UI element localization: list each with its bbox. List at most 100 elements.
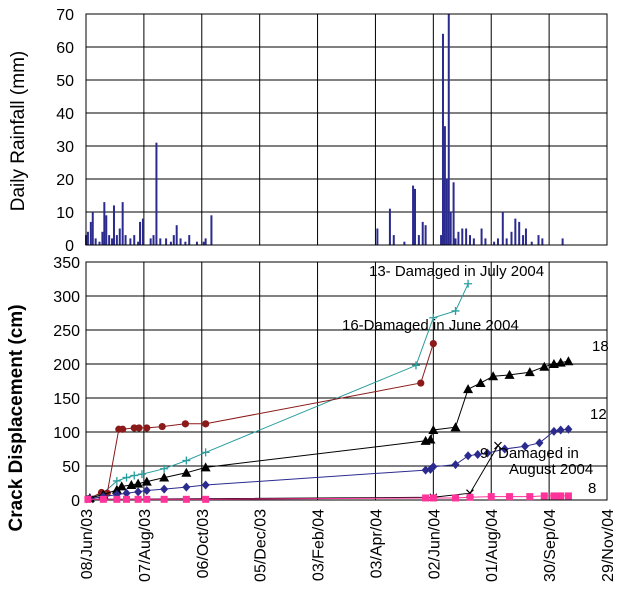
crack-point-marker	[539, 361, 550, 371]
crack-point-marker	[464, 279, 473, 288]
crack-point-marker	[201, 480, 210, 490]
crack-point-marker	[524, 367, 535, 377]
crack-point-marker	[202, 420, 210, 428]
crack-point-marker	[122, 488, 131, 498]
series-line	[89, 445, 499, 500]
crack-x-tick-label: 02/Jun/04	[426, 509, 443, 579]
rainfall-bar	[514, 218, 517, 245]
rainfall-bar	[137, 241, 140, 245]
crack-point-marker	[135, 424, 143, 432]
rainfall-bar	[530, 241, 533, 245]
rainfall-bar	[441, 33, 444, 245]
rainfall-bar	[103, 202, 106, 245]
crack-point-marker	[487, 493, 495, 501]
crack-point-marker	[464, 451, 473, 461]
series-12	[85, 424, 573, 504]
annotation-series-12: 12	[590, 406, 607, 423]
rainfall-bar	[417, 235, 420, 245]
rainfall-bar	[447, 14, 450, 245]
rainfall-bar	[141, 218, 144, 245]
rainfall-y-tick-labels: 0 10 20 30 40 50 60 70	[56, 7, 74, 255]
rainfall-bar	[522, 235, 525, 245]
rainfall-bar	[496, 238, 499, 245]
crack-point-marker	[535, 438, 544, 448]
rainfall-bar	[518, 221, 521, 245]
rainfall-bar	[202, 241, 205, 245]
rainfall-bar	[133, 235, 136, 245]
rainfall-bar	[94, 238, 97, 245]
rainfall-bar	[165, 238, 168, 245]
crack-x-tick-label: 08/Jun/03	[79, 509, 96, 579]
crack-x-tick-label: 05/Dec/03	[253, 509, 270, 582]
rainfall-y-tick-label: 10	[56, 205, 74, 222]
rainfall-bar	[480, 228, 483, 245]
crack-point-marker	[200, 462, 211, 472]
crack-point-marker	[201, 448, 210, 457]
rainfall-bar	[118, 228, 121, 245]
rainfall-bar	[414, 188, 417, 245]
crack-x-tick-labels: 08/Jun/03 07/Aug/03 06/Oct/03 05/Dec/03 03/F…	[79, 509, 617, 582]
rainfall-bar	[505, 238, 508, 245]
rainfall-bar	[449, 212, 452, 245]
rainfall-bar	[421, 221, 424, 245]
rainfall-bar	[112, 205, 115, 245]
rainfall-y-tick-label: 20	[56, 172, 74, 189]
rainfall-bar	[524, 228, 527, 245]
crack-x-tick-label: 03/Apr/04	[368, 509, 385, 578]
crack-y-tick-label: 350	[53, 255, 80, 272]
rainfall-bar	[468, 235, 471, 245]
rainfall-bar	[111, 238, 114, 245]
crack-point-marker	[466, 493, 474, 501]
rainfall-bar	[461, 228, 464, 245]
crack-point-marker	[506, 493, 514, 501]
crack-point-marker	[494, 441, 502, 450]
rainfall-bar	[149, 238, 152, 245]
crack-point-marker	[134, 495, 142, 503]
rainfall-bar	[172, 235, 175, 245]
rainfall-bar	[86, 231, 89, 245]
crack-series	[84, 279, 574, 504]
rainfall-bar	[105, 215, 108, 245]
rainfall-bar	[115, 235, 118, 245]
rainfall-y-tick-label: 40	[56, 106, 74, 123]
rainfall-bar	[388, 208, 391, 245]
rainfall-y-tick-label: 60	[56, 40, 74, 57]
rainfall-bar	[98, 241, 101, 245]
rainfall-bar	[188, 235, 191, 245]
crack-plot-frame	[85, 261, 608, 501]
rainfall-y-tick-label: 30	[56, 139, 74, 156]
crack-point-marker	[122, 473, 131, 482]
rainfall-bar	[101, 231, 104, 245]
annotation-series-16: 16-Damaged in June 2004	[342, 317, 519, 334]
crack-point-marker	[563, 356, 574, 366]
rainfall-bar	[484, 238, 487, 245]
rainfall-bar	[175, 225, 178, 245]
rainfall-bar	[195, 241, 198, 245]
rainfall-bar	[452, 182, 455, 245]
crack-point-marker	[142, 485, 151, 495]
crack-point-marker	[564, 492, 572, 500]
rainfall-bar	[440, 235, 443, 245]
rainfall-bar	[169, 241, 172, 245]
crack-displacement-chart: 0 50 100 150 200 250 300 350 08/Jun/03 07/Aug/03…	[6, 255, 617, 582]
rainfall-bar	[510, 231, 513, 245]
crack-point-marker	[483, 448, 492, 458]
rainfall-bar	[204, 238, 207, 245]
crack-point-marker	[429, 494, 437, 502]
rainfall-bar	[472, 238, 475, 245]
crack-point-marker	[540, 492, 548, 500]
crack-point-marker	[143, 424, 151, 432]
crack-point-marker	[475, 378, 486, 388]
crack-y-tick-labels: 0 50 100 150 200 250 300 350	[53, 255, 80, 510]
crack-point-marker	[160, 464, 169, 473]
rainfall-bar	[152, 235, 155, 245]
rainfall-bar	[457, 231, 460, 245]
crack-x-tick-label: 29/Nov/04	[600, 509, 617, 582]
annotation-series-13: 13- Damaged in July 2004	[369, 263, 544, 280]
rainfall-y-tick-label: 70	[56, 7, 74, 24]
rainfall-bar	[392, 235, 395, 245]
rainfall-bar	[159, 238, 162, 245]
crack-point-marker	[429, 340, 437, 348]
crack-point-marker	[473, 449, 482, 459]
annotation-august-2004: August 2004	[509, 461, 593, 478]
